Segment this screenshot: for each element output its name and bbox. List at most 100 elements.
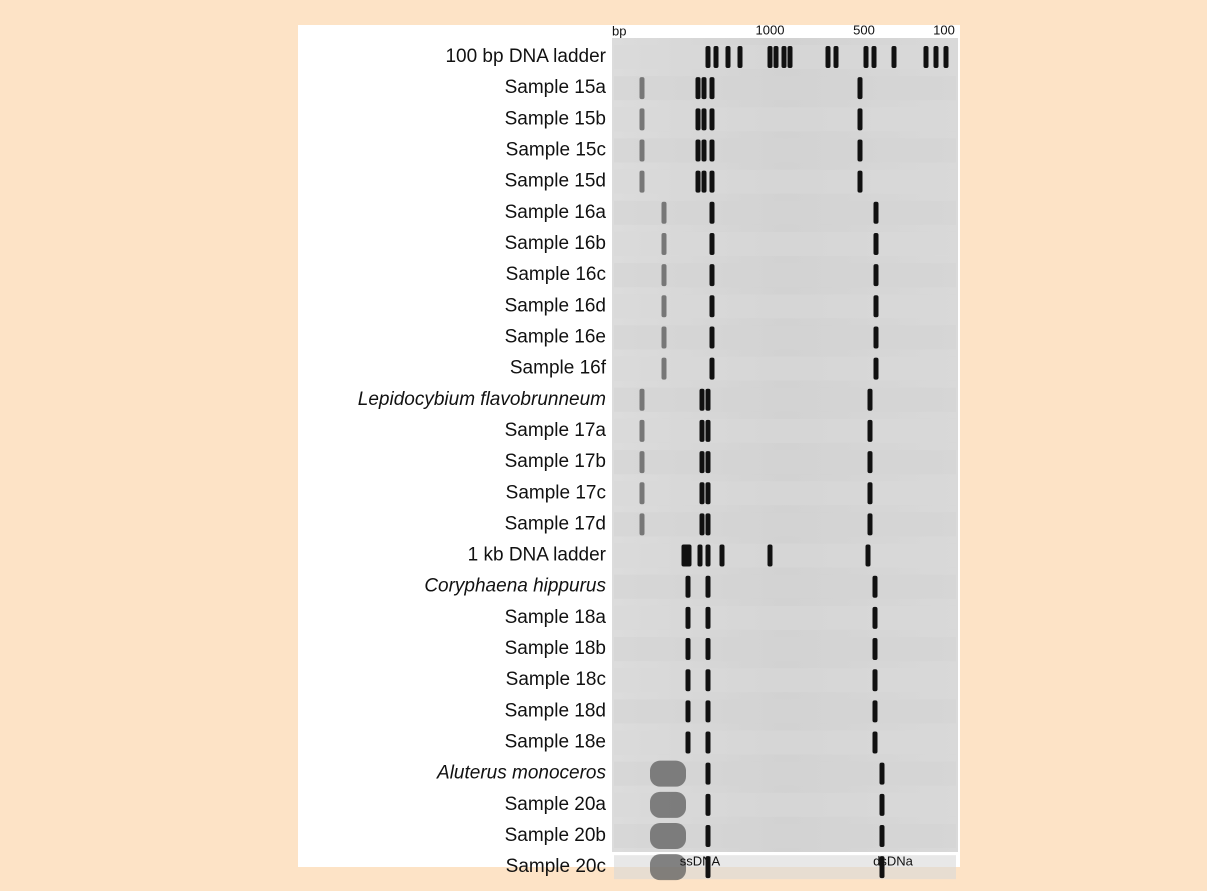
band xyxy=(709,139,715,162)
lane-label: Sample 15a xyxy=(505,77,607,98)
lane-shade xyxy=(614,107,956,132)
band xyxy=(872,606,878,629)
band xyxy=(705,731,711,754)
band xyxy=(857,170,863,193)
band xyxy=(873,232,879,255)
band xyxy=(867,419,873,442)
lane-shade xyxy=(614,294,956,319)
lane-label: Sample 16c xyxy=(506,264,606,285)
unit-label: bp xyxy=(612,23,626,38)
band xyxy=(705,700,711,723)
lane-shade xyxy=(614,574,956,599)
band xyxy=(699,388,705,411)
band-label: ssDNA xyxy=(680,853,721,868)
band xyxy=(873,326,879,349)
band xyxy=(661,326,667,349)
band xyxy=(713,46,719,68)
band xyxy=(639,170,645,193)
lane-label: Sample 17b xyxy=(505,451,606,472)
lane-shade xyxy=(614,387,956,412)
band xyxy=(695,170,701,193)
band xyxy=(639,513,645,536)
band xyxy=(863,46,869,68)
band xyxy=(857,77,863,100)
lane-label: Sample 18b xyxy=(505,638,606,659)
band xyxy=(695,108,701,131)
band xyxy=(639,451,645,474)
band xyxy=(773,46,779,68)
lane-label: Sample 15d xyxy=(505,171,606,192)
band xyxy=(867,451,873,474)
band xyxy=(661,295,667,318)
band xyxy=(737,46,743,68)
band xyxy=(685,731,691,754)
band xyxy=(701,139,707,162)
band xyxy=(699,513,705,536)
lane-label: Lepidocybium flavobrunneum xyxy=(358,389,606,410)
band xyxy=(705,544,711,567)
band xyxy=(873,264,879,287)
band xyxy=(872,700,878,723)
band xyxy=(873,295,879,318)
band xyxy=(709,264,715,287)
lane-label: Sample 17d xyxy=(505,513,606,534)
band xyxy=(661,264,667,287)
band xyxy=(709,201,715,224)
band-label: dsDNa xyxy=(873,853,914,868)
band xyxy=(933,46,939,68)
lane-label: Sample 17c xyxy=(506,482,606,503)
lane-label: Coryphaena hippurus xyxy=(424,576,606,597)
smear xyxy=(650,823,686,849)
band xyxy=(923,46,929,68)
band xyxy=(705,638,711,661)
band xyxy=(705,762,711,785)
band xyxy=(873,357,879,380)
band xyxy=(879,856,885,879)
band xyxy=(705,513,711,536)
lane-shade xyxy=(614,356,956,381)
band xyxy=(709,295,715,318)
lane-shade xyxy=(614,418,956,443)
band xyxy=(705,451,711,474)
band xyxy=(891,46,897,68)
band xyxy=(695,77,701,100)
band xyxy=(661,232,667,255)
lane-shade xyxy=(614,512,956,537)
band xyxy=(705,575,711,598)
band xyxy=(685,700,691,723)
lane-label: Sample 20a xyxy=(505,794,607,815)
band xyxy=(699,419,705,442)
lane-shade xyxy=(614,543,956,568)
lane-shade xyxy=(614,605,956,630)
band xyxy=(699,482,705,505)
band xyxy=(709,77,715,100)
band xyxy=(867,388,873,411)
band xyxy=(787,46,793,68)
band xyxy=(725,46,731,68)
band xyxy=(865,544,871,567)
lane-label: Sample 16b xyxy=(505,233,606,254)
band xyxy=(879,793,885,816)
band xyxy=(705,419,711,442)
band xyxy=(639,419,645,442)
band xyxy=(681,544,692,567)
band xyxy=(639,139,645,162)
lane-label: Sample 15c xyxy=(506,139,606,160)
band xyxy=(639,388,645,411)
band xyxy=(685,606,691,629)
band xyxy=(639,77,645,100)
band xyxy=(709,108,715,131)
band xyxy=(872,638,878,661)
lane-label: Sample 16f xyxy=(510,358,607,379)
lane-shade xyxy=(614,637,956,662)
band xyxy=(943,46,949,68)
band xyxy=(685,669,691,692)
band xyxy=(705,669,711,692)
band xyxy=(872,669,878,692)
band xyxy=(709,170,715,193)
lane-shade xyxy=(614,263,956,288)
band xyxy=(705,793,711,816)
band xyxy=(701,77,707,100)
lane-label: 100 bp DNA ladder xyxy=(445,46,606,67)
band xyxy=(639,482,645,505)
